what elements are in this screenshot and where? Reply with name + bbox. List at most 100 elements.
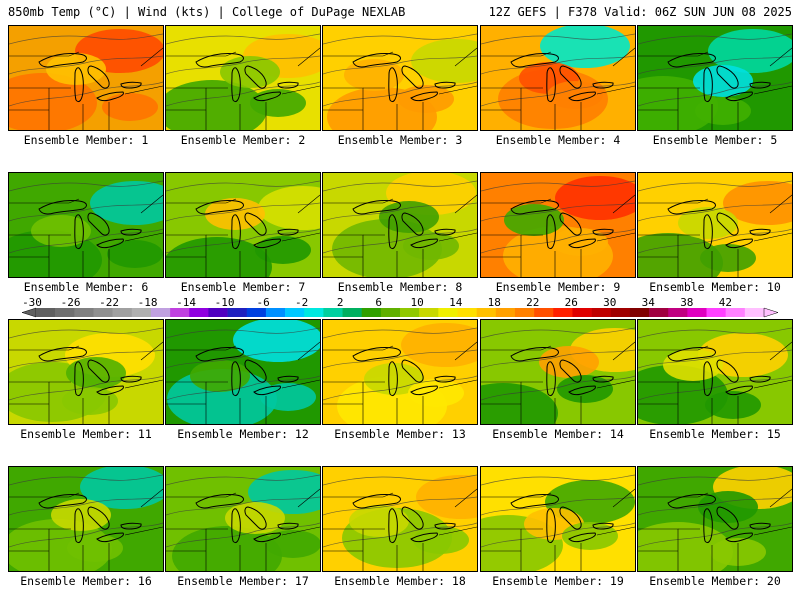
ensemble-panel-6 (8, 172, 164, 278)
colorbar-swatch (591, 308, 612, 317)
ensemble-member-label: Ensemble Member: 20 (649, 574, 781, 588)
ensemble-member-label: Ensemble Member: 2 (180, 133, 306, 147)
ensemble-member-label: Ensemble Member: 13 (334, 427, 466, 441)
ensemble-member-label: Ensemble Member: 6 (23, 280, 149, 294)
colorbar-swatch (170, 308, 190, 317)
colorbar-swatch (227, 308, 248, 317)
temperature-map-2 (166, 26, 320, 130)
ensemble-member-label: Ensemble Member: 1 (23, 133, 149, 147)
colorbar-swatch (438, 308, 458, 317)
ensemble-panel-11 (8, 319, 164, 425)
ensemble-panel-4 (480, 25, 636, 131)
ensemble-member-label: Ensemble Member: 10 (649, 280, 781, 294)
colorbar-swatch (725, 308, 746, 317)
colorbar-left-arrow (21, 307, 37, 318)
ensemble-member-label: Ensemble Member: 3 (337, 133, 463, 147)
colorbar-swatch (744, 308, 765, 317)
ensemble-member-label: Ensemble Member: 7 (180, 280, 306, 294)
colorbar-tick-label: -18 (138, 296, 158, 309)
temperature-map-13 (323, 320, 477, 424)
run-valid-time: 12Z GEFS | F378 Valid: 06Z SUN JUN 08 20… (488, 5, 792, 19)
colorbar-swatch (131, 308, 152, 317)
temperature-map-4 (481, 26, 635, 130)
colorbar-swatch (553, 308, 573, 317)
chart-title: 850mb Temp (°C) | Wind (kts) | College o… (8, 5, 406, 19)
colorbar-tick-label: 26 (565, 296, 578, 309)
colorbar-swatch (150, 308, 171, 317)
ensemble-member-label: Ensemble Member: 11 (20, 427, 152, 441)
colorbar-tick-label: -6 (256, 296, 269, 309)
colorbar-swatch (400, 308, 420, 317)
colorbar-swatch (246, 308, 267, 317)
ensemble-member-label: Ensemble Member: 5 (652, 133, 778, 147)
ensemble-panel-18 (322, 466, 478, 572)
ensemble-member-label: Ensemble Member: 14 (492, 427, 624, 441)
colorbar-swatch (572, 308, 592, 317)
ensemble-panel-12 (165, 319, 321, 425)
temperature-map-8 (323, 173, 477, 277)
temperature-map-17 (166, 467, 320, 571)
colorbar-swatch (55, 308, 75, 317)
ensemble-panel-3 (322, 25, 478, 131)
ensemble-member-label: Ensemble Member: 17 (177, 574, 309, 588)
ensemble-panel-7 (165, 172, 321, 278)
ensemble-panel-9 (480, 172, 636, 278)
colorbar-swatch (36, 308, 56, 317)
colorbar-swatch (380, 308, 401, 317)
temperature-map-12 (166, 320, 320, 424)
colorbar-tick-label: -14 (176, 296, 196, 309)
temperature-map-11 (9, 320, 163, 424)
ensemble-panel-10 (637, 172, 793, 278)
colorbar-tick-label: 10 (411, 296, 424, 309)
ensemble-member-label: Ensemble Member: 18 (334, 574, 466, 588)
colorbar-swatch (687, 308, 707, 317)
colorbar-tick-label: -26 (61, 296, 81, 309)
colorbar-right-arrow (763, 307, 779, 318)
ensemble-panel-20 (637, 466, 793, 572)
ensemble-panel-16 (8, 466, 164, 572)
temperature-map-6 (9, 173, 163, 277)
colorbar-swatch (323, 308, 343, 317)
colorbar-swatch (112, 308, 133, 317)
colorbar-swatch (668, 308, 688, 317)
ensemble-panel-13 (322, 319, 478, 425)
colorbar-swatch (93, 308, 113, 317)
colorbar-tick-label: -30 (22, 296, 42, 309)
temperature-map-5 (638, 26, 792, 130)
colorbar-swatch (495, 308, 516, 317)
colorbar-swatch (534, 308, 554, 317)
colorbar-swatch (304, 308, 324, 317)
colorbar-swatch (189, 308, 209, 317)
colorbar-swatch (361, 308, 382, 317)
ensemble-panel-1 (8, 25, 164, 131)
ensemble-member-label: Ensemble Member: 15 (649, 427, 781, 441)
temperature-colorbar: -30 -26 -22 -18 -14 -10 -6 -2 2 6 10 14 18 22 26 30 34 38… (0, 296, 800, 322)
colorbar-tick-label: -2 (295, 296, 308, 309)
colorbar-swatch (706, 308, 726, 317)
colorbar-tick-label: 6 (375, 296, 382, 309)
ensemble-panel-2 (165, 25, 321, 131)
ensemble-member-label: Ensemble Member: 12 (177, 427, 309, 441)
colorbar-graphic: -30 -26 -22 -18 -14 -10 -6 -2 2 6 10 14 18 22 26 30 34 38… (21, 296, 779, 318)
temperature-map-3 (323, 26, 477, 130)
ensemble-panel-14 (480, 319, 636, 425)
colorbar-swatch (74, 308, 94, 317)
colorbar-tick-label: 22 (526, 296, 539, 309)
ensemble-member-label: Ensemble Member: 16 (20, 574, 152, 588)
ensemble-panel-17 (165, 466, 321, 572)
colorbar-tick-label: 42 (719, 296, 732, 309)
colorbar-tick-label: 2 (337, 296, 344, 309)
temperature-map-1 (9, 26, 163, 130)
ensemble-member-label: Ensemble Member: 4 (495, 133, 621, 147)
temperature-map-18 (323, 467, 477, 571)
colorbar-swatch (629, 308, 650, 317)
ensemble-member-label: Ensemble Member: 9 (495, 280, 621, 294)
colorbar-swatch (419, 308, 439, 317)
temperature-map-15 (638, 320, 792, 424)
colorbar-tick-label: -22 (99, 296, 119, 309)
ensemble-panel-5 (637, 25, 793, 131)
ensemble-member-label: Ensemble Member: 19 (492, 574, 624, 588)
temperature-map-7 (166, 173, 320, 277)
colorbar-swatch (649, 308, 669, 317)
temperature-map-10 (638, 173, 792, 277)
